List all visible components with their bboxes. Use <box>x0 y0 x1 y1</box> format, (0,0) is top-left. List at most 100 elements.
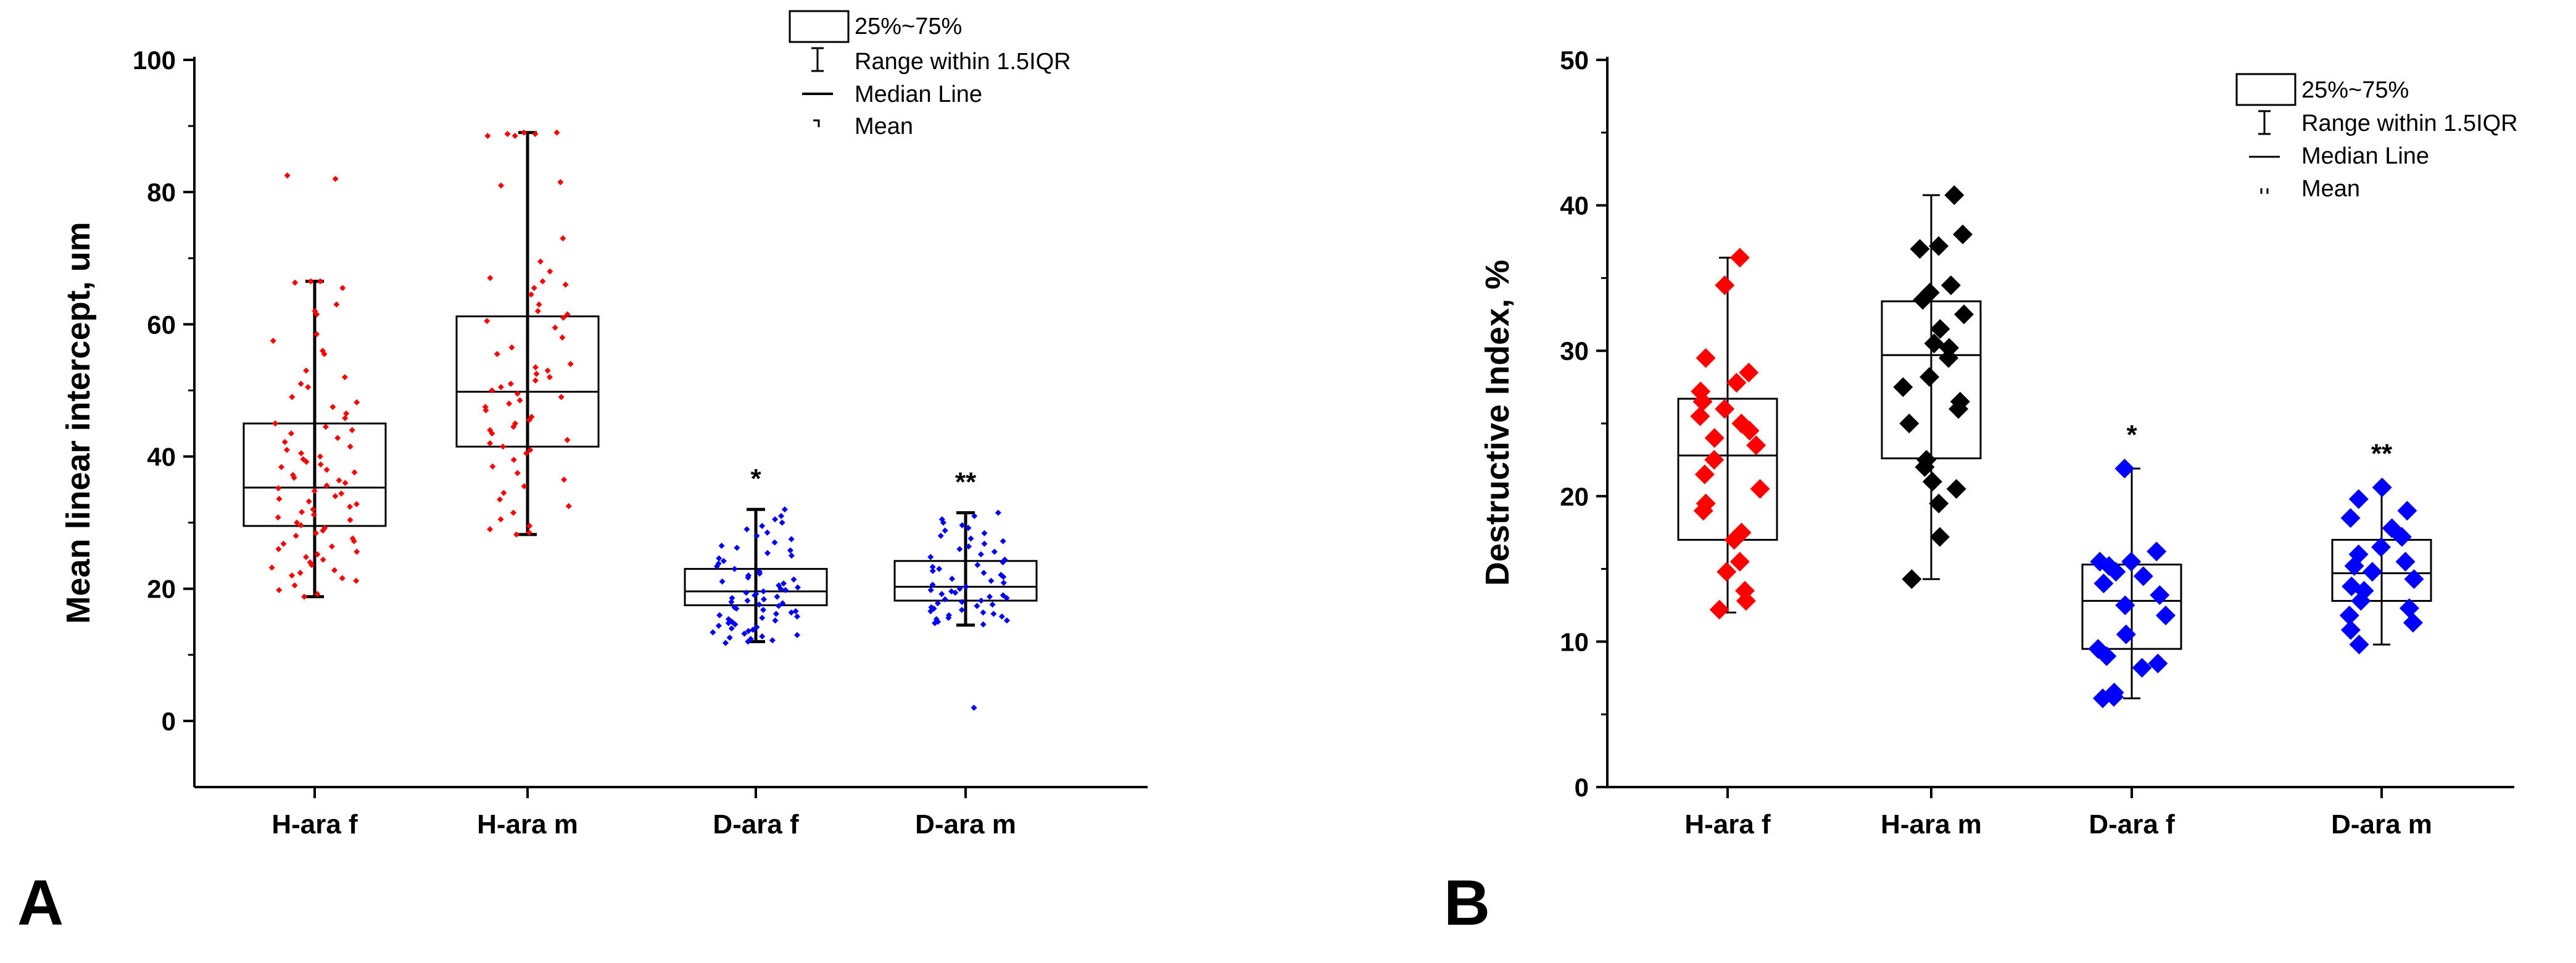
panel-a-data-point <box>272 420 279 427</box>
panel-a-data-point <box>510 509 517 516</box>
panel-a-data-point <box>328 543 335 550</box>
panel-a-data-point <box>980 621 987 628</box>
panel-b-data-point <box>2372 477 2392 498</box>
panel-a-data-point <box>305 498 312 505</box>
panel-a-data-point <box>981 530 988 536</box>
panel-b-data-point <box>2155 605 2176 625</box>
panel-a-data-point <box>989 601 996 608</box>
panel-a-data-point <box>487 526 494 533</box>
panel-a-data-point <box>948 575 955 582</box>
panel-a-x-tick-label: D-ara m <box>915 809 1016 840</box>
panel-a-data-point <box>713 563 720 570</box>
panel-a-data-point <box>313 311 320 318</box>
panel-b-data-point <box>1910 239 1930 259</box>
panel-a-significance-label: ** <box>955 467 977 498</box>
panel-a-y-tick-label: 80 <box>147 178 176 207</box>
panel-b-data-point <box>2371 537 2391 557</box>
panel-b-data-point <box>1694 464 1715 485</box>
panel-a-data-point <box>937 533 944 540</box>
panel-a-data-point <box>1003 617 1010 624</box>
panel-b-data-point <box>1954 304 1974 325</box>
panel-a-data-point <box>731 565 738 572</box>
panel-a-data-point <box>511 133 518 140</box>
panel-a-data-point <box>759 633 766 640</box>
panel-a-data-point <box>354 548 360 555</box>
panel-a-data-point <box>558 394 565 401</box>
panel-a-data-point <box>317 278 324 285</box>
panel-a-data-point <box>769 637 776 644</box>
panel-a-data-point <box>764 529 771 536</box>
panel-a-data-point <box>532 130 539 137</box>
panel-a-data-point <box>567 361 574 367</box>
panel-a-data-point <box>744 598 751 604</box>
panel-b-data-point <box>1729 551 1750 572</box>
panel-a-data-point <box>725 620 732 627</box>
panel-a-data-point <box>1003 594 1010 601</box>
panel-b-data-point <box>1893 377 1913 398</box>
panel-b-data-point <box>2114 459 2135 479</box>
panel-a-data-point <box>312 530 319 536</box>
panel-b-plot-area: 0 10 20 30 40 50 H-ara f H-ara m D-ara f * D-ara m… <box>1560 46 2514 840</box>
panel-b-data-point <box>1724 530 1744 550</box>
panel-b-data-point <box>2132 657 2152 678</box>
panel-a-data-point <box>788 552 795 559</box>
panel-a-data-point <box>531 285 537 291</box>
panel-b-data-point <box>2397 501 2417 521</box>
panel-a-data-point <box>299 509 305 515</box>
panel-a-data-point <box>292 533 299 540</box>
panel-b-data-point <box>2106 562 2126 582</box>
panel-a-x-tick-label: D-ara f <box>713 809 799 840</box>
panel-b-data-point <box>2148 653 2168 673</box>
panel-a-data-point <box>952 590 959 596</box>
panel-a-data-point <box>500 443 507 450</box>
panel-b-data-point <box>1739 420 1760 441</box>
panel-a-data-point <box>341 374 348 381</box>
legend-box-symbol <box>789 10 850 43</box>
panel-a-data-point <box>780 580 787 587</box>
panel-a-data-point <box>332 175 339 182</box>
panel-a-data-point <box>940 519 946 526</box>
panel-a-data-point <box>310 506 317 513</box>
panel-a-data-point <box>732 621 739 628</box>
legend-median-label: Median Line <box>2301 143 2429 169</box>
panel-a-data-point <box>965 525 972 532</box>
panel-a-data-point <box>967 535 974 542</box>
panel-a-data-point <box>794 584 801 591</box>
panel-a-data-point <box>719 578 726 585</box>
panel-a-legend: 25%~75% Range within 1.5IQR Median Line … <box>789 10 1071 140</box>
panel-b-data-point <box>1953 224 1973 244</box>
panel-a-data-point <box>945 614 952 621</box>
panel-a-data-point <box>307 278 314 285</box>
panel-b-data-point <box>2092 688 2113 709</box>
panel-b-data-point <box>2349 635 2369 655</box>
panel-a-data-point <box>320 556 326 563</box>
panel-a-data-point <box>280 540 287 547</box>
panel-a-data-point <box>270 338 276 344</box>
panel-a-data-point <box>494 351 500 357</box>
panel-a-data-point <box>497 384 504 391</box>
panel-a-data-point <box>302 554 309 561</box>
panel-a-data-point <box>497 496 503 503</box>
panel-b-y-tick-label: 0 <box>1575 773 1589 802</box>
panel-a-data-point <box>720 557 727 564</box>
panel-a-data-point <box>743 526 750 533</box>
panel-a-data-point <box>966 543 972 550</box>
panel-a-data-point <box>544 367 551 374</box>
panel-a-data-point <box>779 600 786 607</box>
panel-a-data-point <box>323 482 330 489</box>
panel-a-data-point <box>508 344 515 351</box>
panel-a-data-point <box>532 364 539 370</box>
panel-a-data-point <box>513 531 520 538</box>
panel-b-data-point <box>2115 595 2135 615</box>
panel-a-data-point <box>716 555 723 562</box>
panel-a-data-point <box>497 516 504 523</box>
panel-a-data-point <box>532 377 539 384</box>
panel-a-data-point <box>332 493 339 499</box>
panel-a-data-point <box>715 622 722 629</box>
panel-a-data-point <box>980 570 987 577</box>
panel-a-data-point <box>745 628 752 635</box>
panel-a-data-point <box>526 529 532 536</box>
panel-a-data-point <box>342 415 349 422</box>
panel-b-data-point <box>1929 527 1950 547</box>
panel-a-data-point <box>743 590 750 596</box>
